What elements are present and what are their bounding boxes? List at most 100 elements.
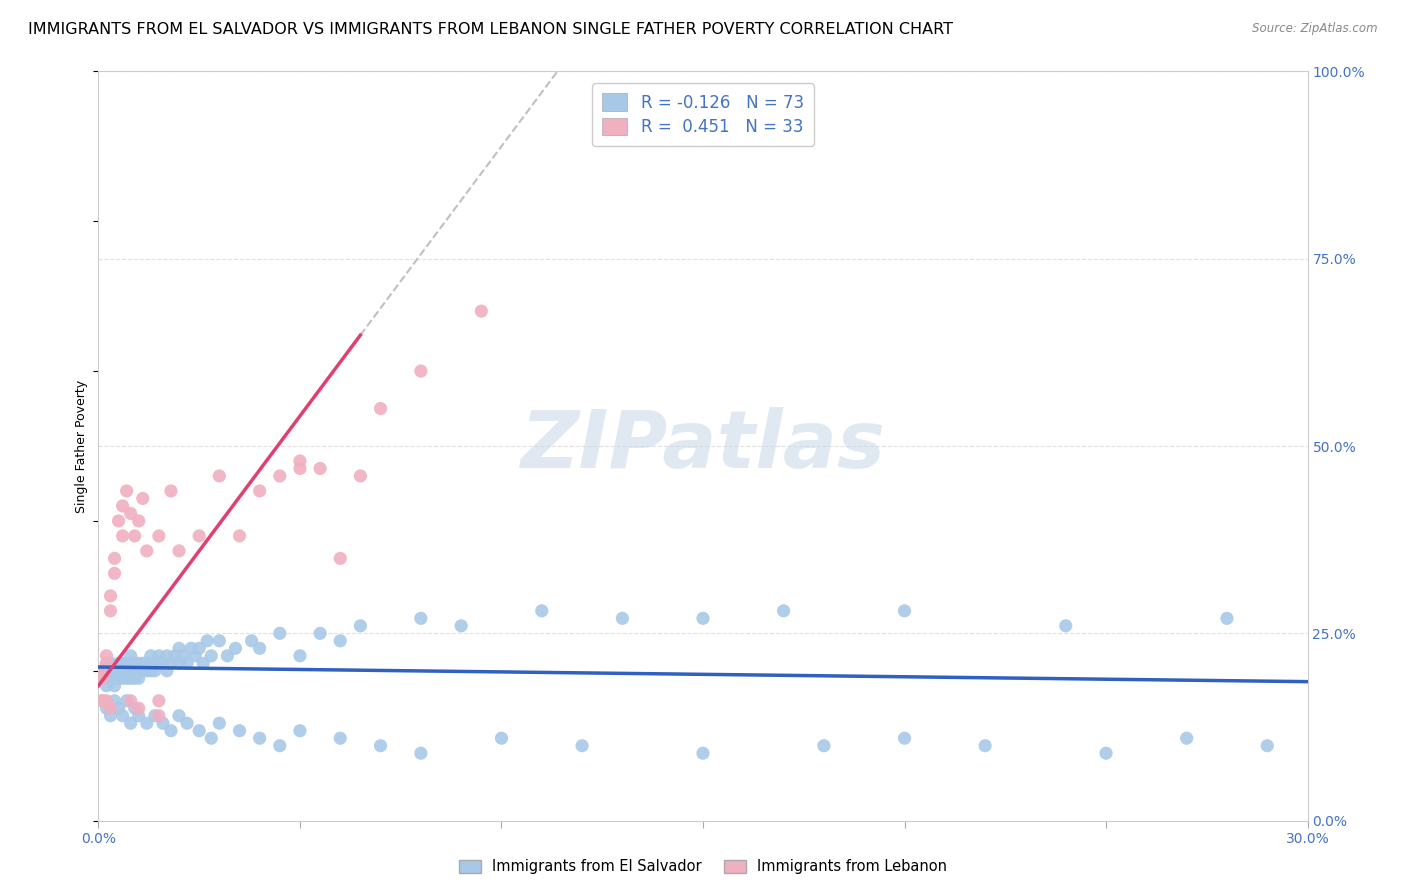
Point xyxy=(228,529,250,543)
Point xyxy=(491,731,513,746)
Point xyxy=(139,664,162,678)
Point xyxy=(349,619,371,633)
Point xyxy=(107,701,129,715)
Point xyxy=(96,664,118,678)
Point xyxy=(96,648,118,663)
Point xyxy=(148,657,170,671)
Point xyxy=(148,648,170,663)
Point xyxy=(143,657,166,671)
Point xyxy=(128,701,150,715)
Point xyxy=(1256,739,1278,753)
Point xyxy=(208,633,231,648)
Point xyxy=(135,657,157,671)
Point xyxy=(120,716,142,731)
Point xyxy=(135,664,157,678)
Point xyxy=(329,551,352,566)
Point xyxy=(128,664,150,678)
Point xyxy=(100,589,122,603)
Point xyxy=(132,491,155,506)
Point xyxy=(96,701,118,715)
Point xyxy=(100,671,122,685)
Point xyxy=(156,664,179,678)
Point xyxy=(813,739,835,753)
Point xyxy=(148,529,170,543)
Point xyxy=(115,671,138,685)
Point xyxy=(470,304,492,318)
Point xyxy=(349,469,371,483)
Point xyxy=(124,657,146,671)
Point xyxy=(128,657,150,671)
Point xyxy=(124,529,146,543)
Point xyxy=(103,566,125,581)
Point xyxy=(132,664,155,678)
Point xyxy=(107,671,129,685)
Point xyxy=(103,694,125,708)
Point xyxy=(195,633,218,648)
Point xyxy=(208,469,231,483)
Point xyxy=(167,708,190,723)
Point xyxy=(409,364,432,378)
Point xyxy=(115,483,138,498)
Point xyxy=(128,671,150,685)
Point xyxy=(107,664,129,678)
Text: Source: ZipAtlas.com: Source: ZipAtlas.com xyxy=(1253,22,1378,36)
Point xyxy=(188,529,211,543)
Point xyxy=(692,746,714,760)
Point xyxy=(120,664,142,678)
Point xyxy=(111,499,134,513)
Point xyxy=(188,723,211,738)
Point xyxy=(893,731,915,746)
Point xyxy=(100,604,122,618)
Point xyxy=(100,657,122,671)
Point xyxy=(107,514,129,528)
Point xyxy=(288,454,311,468)
Point xyxy=(96,679,118,693)
Point xyxy=(200,731,222,746)
Point xyxy=(176,657,198,671)
Point xyxy=(100,664,122,678)
Point xyxy=(188,641,211,656)
Point xyxy=(200,648,222,663)
Point xyxy=(120,671,142,685)
Point xyxy=(176,716,198,731)
Point xyxy=(409,746,432,760)
Point xyxy=(107,657,129,671)
Point xyxy=(124,671,146,685)
Point xyxy=(172,648,194,663)
Point xyxy=(167,657,190,671)
Point xyxy=(156,648,179,663)
Point xyxy=(111,657,134,671)
Point xyxy=(1095,746,1118,760)
Point xyxy=(96,657,118,671)
Point xyxy=(111,664,134,678)
Point xyxy=(370,739,392,753)
Point xyxy=(120,694,142,708)
Point xyxy=(269,739,291,753)
Point xyxy=(100,701,122,715)
Point xyxy=(692,611,714,625)
Point xyxy=(96,694,118,708)
Point xyxy=(91,664,114,678)
Point xyxy=(120,648,142,663)
Point xyxy=(1216,611,1239,625)
Point xyxy=(91,671,114,685)
Y-axis label: Single Father Poverty: Single Father Poverty xyxy=(75,379,89,513)
Text: IMMIGRANTS FROM EL SALVADOR VS IMMIGRANTS FROM LEBANON SINGLE FATHER POVERTY COR: IMMIGRANTS FROM EL SALVADOR VS IMMIGRANT… xyxy=(28,22,953,37)
Point xyxy=(103,551,125,566)
Point xyxy=(152,716,174,731)
Point xyxy=(111,708,134,723)
Point xyxy=(208,716,231,731)
Point xyxy=(249,731,271,746)
Point xyxy=(288,461,311,475)
Point xyxy=(115,657,138,671)
Point xyxy=(103,671,125,685)
Legend: Immigrants from El Salvador, Immigrants from Lebanon: Immigrants from El Salvador, Immigrants … xyxy=(453,854,953,880)
Point xyxy=(571,739,593,753)
Point xyxy=(115,694,138,708)
Point xyxy=(103,664,125,678)
Point xyxy=(288,648,311,663)
Point xyxy=(228,723,250,738)
Point xyxy=(160,723,183,738)
Point xyxy=(217,648,239,663)
Point xyxy=(269,626,291,640)
